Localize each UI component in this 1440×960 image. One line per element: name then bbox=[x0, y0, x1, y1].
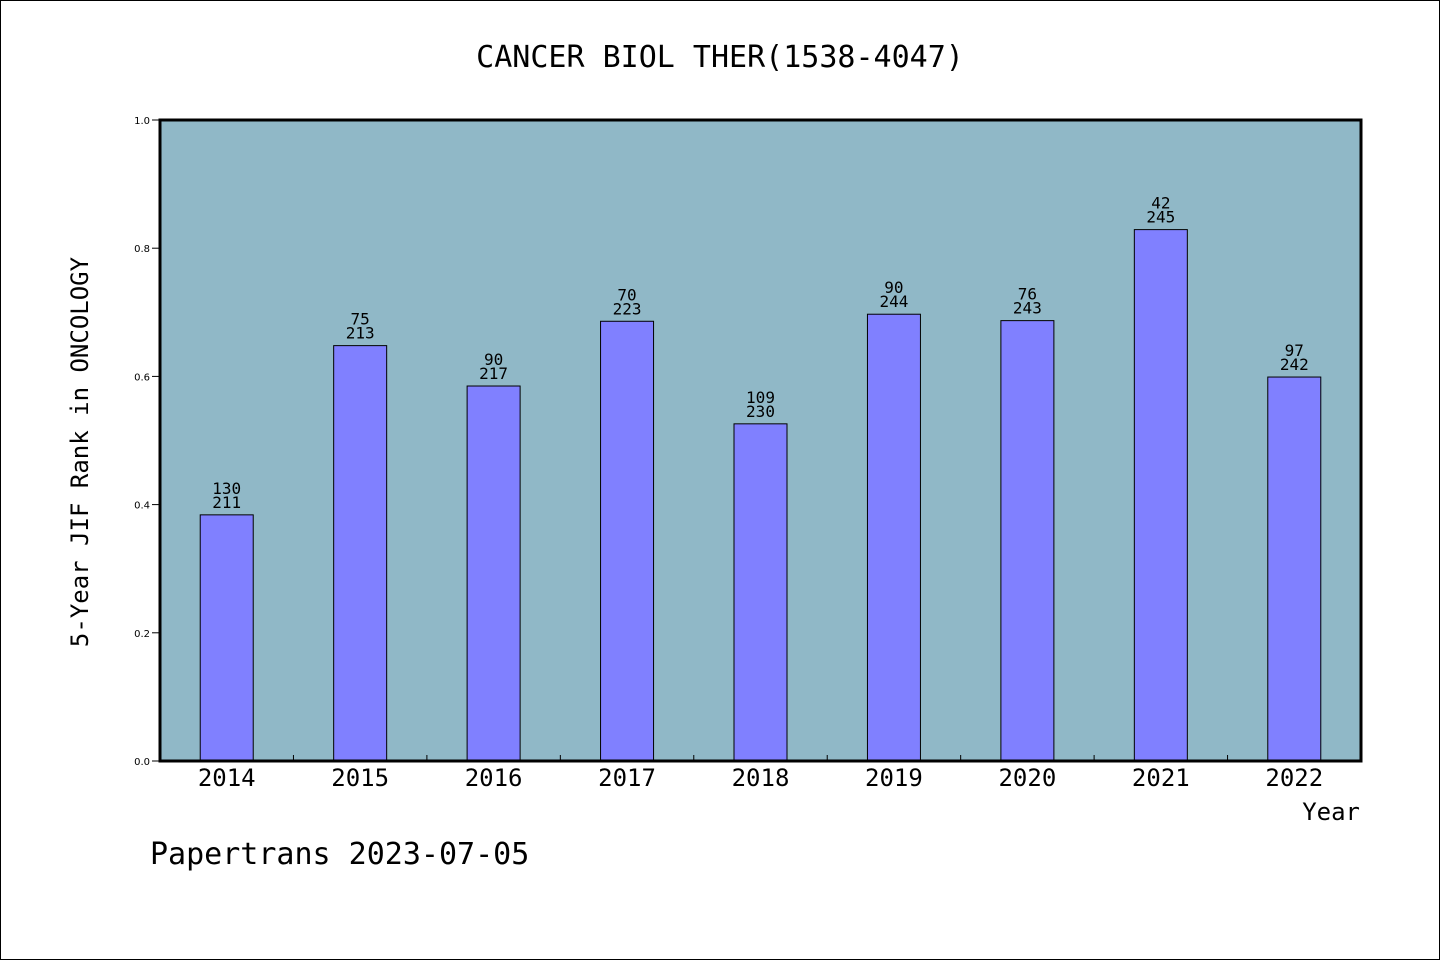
x-tick-label: 2014 bbox=[198, 764, 256, 792]
bar-rank-label: 90 bbox=[884, 278, 903, 297]
bar-rank-label: 70 bbox=[617, 285, 636, 304]
bar-total-label: 223 bbox=[613, 299, 642, 318]
bar-2018 bbox=[733, 423, 788, 762]
bar-rank-label: 42 bbox=[1151, 194, 1170, 213]
y-tick-label: 0.2 bbox=[134, 629, 150, 640]
bar-rank-label: 109 bbox=[746, 388, 775, 407]
x-tick-label: 2018 bbox=[732, 764, 790, 792]
y-tick-label: 0.4 bbox=[134, 501, 150, 512]
footer-text: Papertrans 2023-07-05 bbox=[150, 837, 529, 872]
bar-rank-label: 75 bbox=[351, 310, 370, 329]
y-tick-label: 0.6 bbox=[134, 372, 150, 383]
bar-total-label: 245 bbox=[1146, 208, 1175, 227]
bar-2020 bbox=[1000, 320, 1055, 762]
bar-total-label: 244 bbox=[879, 292, 908, 311]
bar-total-label: 242 bbox=[1280, 355, 1309, 374]
bar-total-label: 213 bbox=[346, 324, 375, 343]
x-tick-label: 2020 bbox=[998, 764, 1056, 792]
y-axis-label: 5-Year JIF Rank in ONCOLOGY bbox=[66, 256, 94, 647]
y-tick-label: 0.8 bbox=[134, 244, 150, 255]
bar-2014 bbox=[199, 514, 254, 762]
x-tick-label: 2016 bbox=[465, 764, 523, 792]
bar-total-label: 230 bbox=[746, 402, 775, 421]
x-tick-label: 2022 bbox=[1265, 764, 1323, 792]
bar-2017 bbox=[600, 320, 655, 762]
x-tick-label: 2019 bbox=[865, 764, 923, 792]
y-tick-label: 0.0 bbox=[134, 757, 150, 768]
bar-total-label: 211 bbox=[212, 493, 241, 512]
bar-rank-label: 130 bbox=[212, 479, 241, 498]
x-tick-label: 2021 bbox=[1132, 764, 1190, 792]
x-tick-label: 2015 bbox=[331, 764, 389, 792]
y-axis-ticks: 0.0 0.2 0.4 0.6 0.8 1.0 bbox=[134, 116, 160, 768]
bar-rank-label: 76 bbox=[1018, 285, 1037, 304]
chart-title: CANCER BIOL THER(1538-4047) bbox=[476, 40, 964, 75]
x-axis-ticks: 2014 2015 2016 2017 2018 2019 2020 2021 2022 bbox=[198, 755, 1323, 792]
bar-total-label: 217 bbox=[479, 364, 508, 383]
bar-2021 bbox=[1133, 229, 1188, 762]
bar-2019 bbox=[866, 313, 921, 762]
bar-2022 bbox=[1267, 376, 1322, 762]
y-tick-label: 1.0 bbox=[134, 116, 150, 127]
bar-2016 bbox=[466, 385, 521, 762]
bar-total-label: 243 bbox=[1013, 299, 1042, 318]
plot-border bbox=[158, 118, 1363, 763]
x-tick-label: 2017 bbox=[598, 764, 656, 792]
x-axis-label: Year bbox=[1302, 798, 1360, 826]
bar-rank-label: 97 bbox=[1285, 341, 1304, 360]
bar-rank-label: 90 bbox=[484, 350, 503, 369]
bar-2015 bbox=[333, 345, 388, 762]
